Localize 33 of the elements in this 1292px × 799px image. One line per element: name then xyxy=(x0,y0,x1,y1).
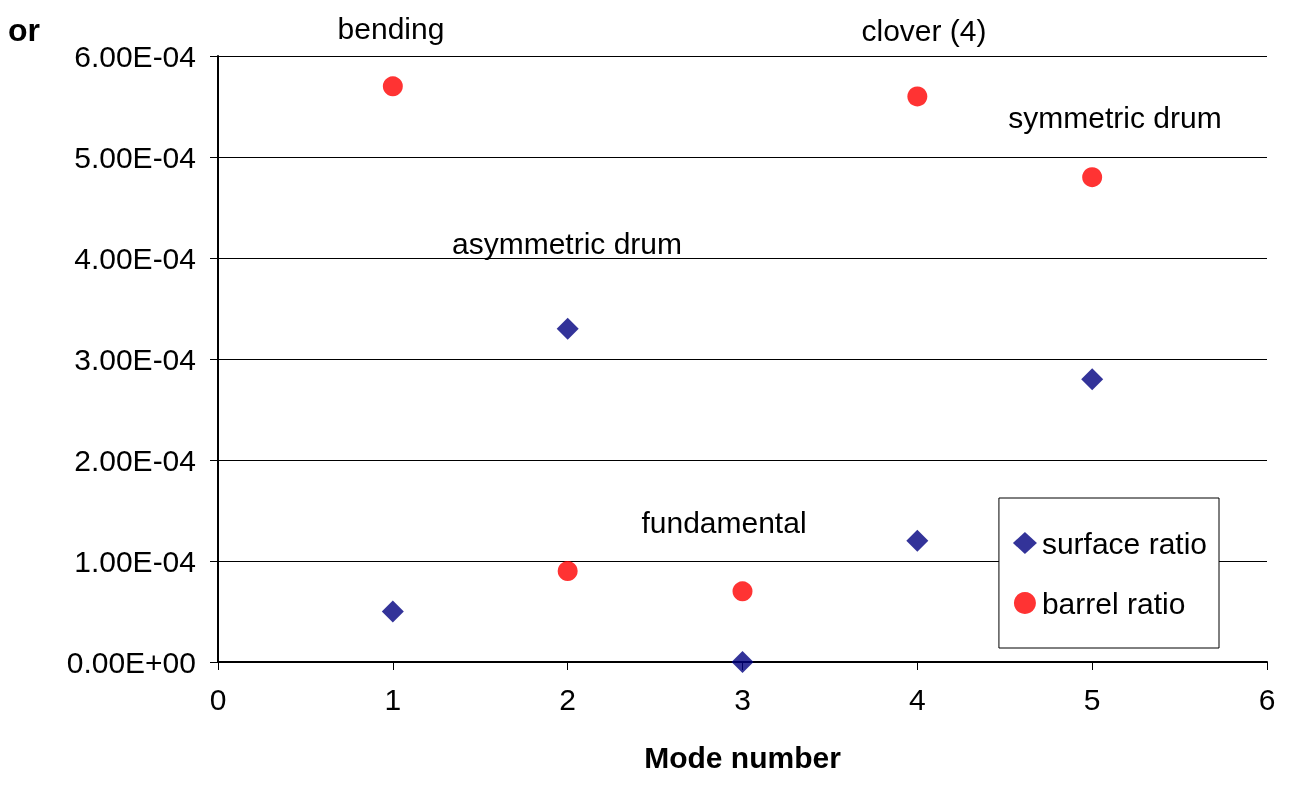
legend-label: surface ratio xyxy=(1041,526,1207,560)
point xyxy=(906,529,929,552)
point xyxy=(382,76,403,97)
x-tick-label: 6 xyxy=(1258,682,1276,716)
x-tick-label: 1 xyxy=(384,682,402,716)
point xyxy=(731,651,754,673)
y-tick-label: 0.00E+00 xyxy=(66,645,196,679)
x-tick-label: 3 xyxy=(734,682,751,716)
point xyxy=(557,561,578,582)
annotation: fundamental xyxy=(641,505,807,539)
point xyxy=(556,317,579,340)
y-tick-label: 1.00E-04 xyxy=(74,544,196,578)
point xyxy=(381,600,404,623)
y-axis-title: or xyxy=(8,12,40,48)
x-tick-label: 2 xyxy=(559,682,577,716)
y-tick-label: 4.00E-04 xyxy=(74,241,196,275)
y-tick-label: 6.00E-04 xyxy=(74,39,196,73)
y-tick-label: 5.00E-04 xyxy=(74,140,196,174)
y-tick-label: 2.00E-04 xyxy=(74,443,196,477)
annotation: symmetric drum xyxy=(1008,100,1222,134)
x-tick-label: 4 xyxy=(908,682,926,716)
y-tick-label: 3.00E-04 xyxy=(74,342,196,376)
point xyxy=(732,581,753,602)
legend-label: barrel ratio xyxy=(1041,586,1186,620)
point xyxy=(1081,368,1104,391)
x-tick-label: 0 xyxy=(209,682,227,716)
text: clover (4) xyxy=(861,13,987,47)
point xyxy=(1082,167,1103,188)
x-tick-label: 5 xyxy=(1083,682,1101,716)
text: bending xyxy=(337,11,445,45)
point xyxy=(907,86,928,107)
x-axis-title: Mode number xyxy=(644,740,842,774)
annotation: asymmetric drum xyxy=(451,226,683,260)
